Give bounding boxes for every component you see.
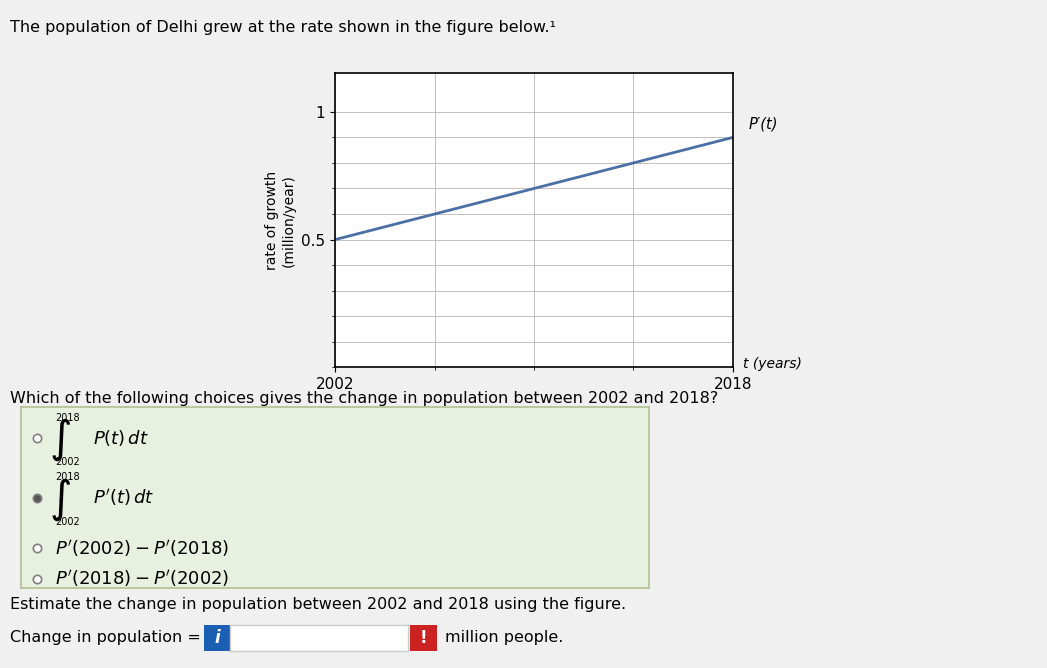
Text: $P(t)\,dt$: $P(t)\,dt$ bbox=[93, 428, 149, 448]
Text: 2002: 2002 bbox=[55, 516, 81, 526]
Y-axis label: rate of growth
(million/year): rate of growth (million/year) bbox=[266, 171, 295, 270]
Text: $\int$: $\int$ bbox=[49, 476, 71, 522]
Text: 2018: 2018 bbox=[55, 472, 81, 482]
Text: $P'(t)\,dt$: $P'(t)\,dt$ bbox=[93, 487, 154, 508]
Text: $\int$: $\int$ bbox=[49, 417, 71, 463]
Text: i: i bbox=[215, 629, 220, 647]
Text: 2002: 2002 bbox=[55, 457, 81, 467]
Text: !: ! bbox=[420, 629, 427, 647]
Text: 2018: 2018 bbox=[55, 413, 81, 423]
Text: P′(t): P′(t) bbox=[749, 116, 778, 131]
Text: The population of Delhi grew at the rate shown in the figure below.¹: The population of Delhi grew at the rate… bbox=[10, 20, 556, 35]
Text: Which of the following choices gives the change in population between 2002 and 2: Which of the following choices gives the… bbox=[10, 391, 718, 405]
Text: Change in population =: Change in population = bbox=[10, 631, 201, 645]
Text: million people.: million people. bbox=[445, 631, 563, 645]
Text: t (years): t (years) bbox=[743, 357, 802, 371]
Text: $P'(2018) - P'(2002)$: $P'(2018) - P'(2002)$ bbox=[55, 568, 230, 589]
Text: $P'(2002) - P'(2018)$: $P'(2002) - P'(2018)$ bbox=[55, 538, 230, 558]
Text: Estimate the change in population between 2002 and 2018 using the figure.: Estimate the change in population betwee… bbox=[10, 597, 626, 611]
